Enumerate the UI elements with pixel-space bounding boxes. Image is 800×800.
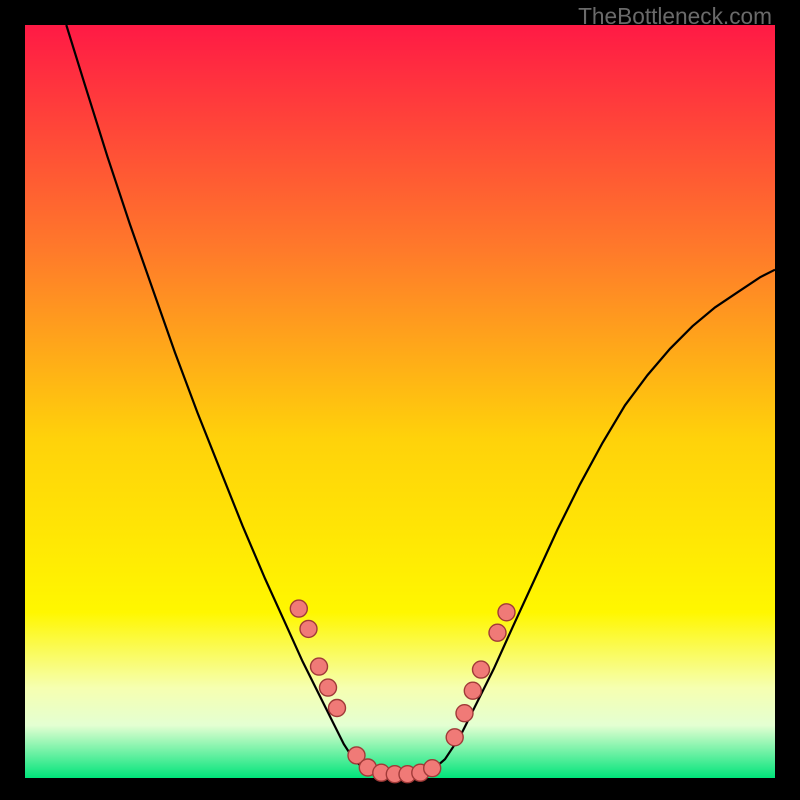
chart-frame: TheBottleneck.com: [0, 0, 800, 800]
chart-plot-area: [25, 25, 775, 778]
